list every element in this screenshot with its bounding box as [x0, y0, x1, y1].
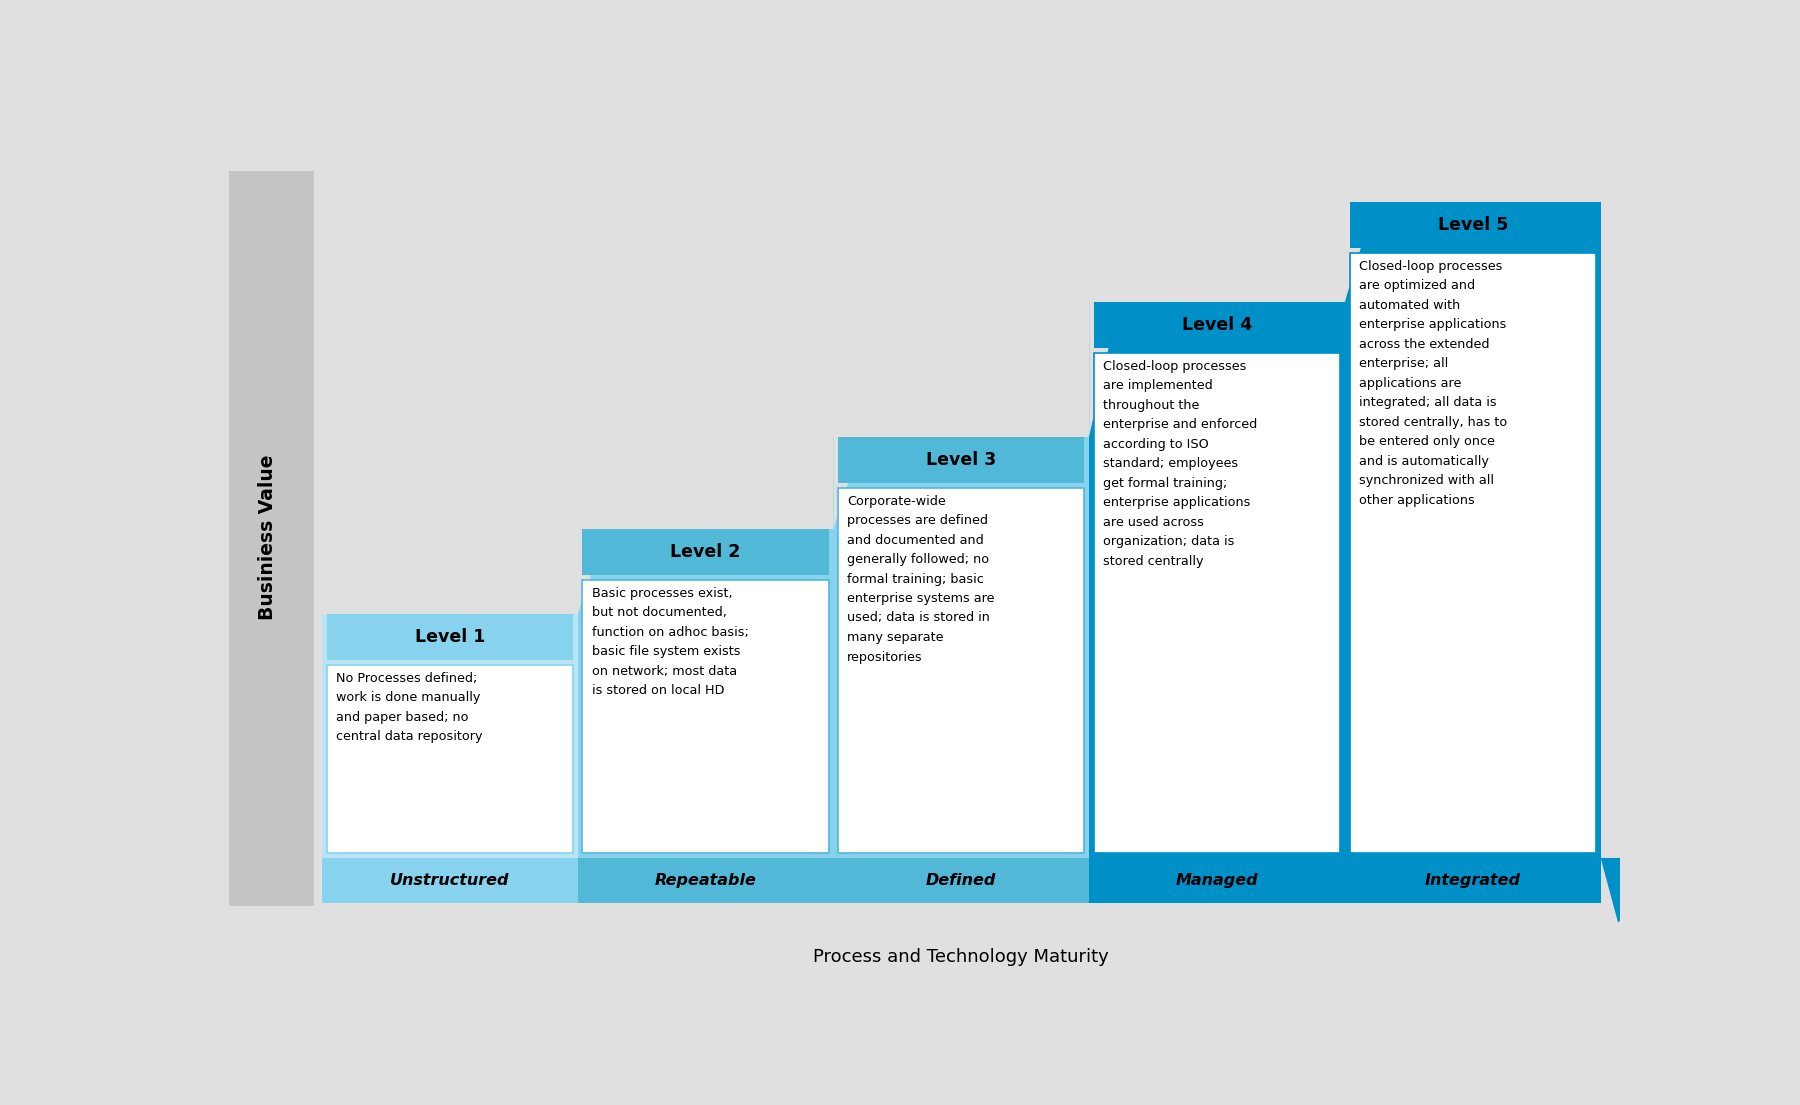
FancyBboxPatch shape: [1089, 857, 1345, 903]
Polygon shape: [833, 436, 1089, 857]
Text: Unstructured: Unstructured: [391, 873, 509, 887]
Text: Level 3: Level 3: [927, 451, 997, 469]
FancyBboxPatch shape: [1350, 253, 1597, 853]
Polygon shape: [833, 436, 862, 529]
FancyBboxPatch shape: [1089, 302, 1345, 857]
Polygon shape: [322, 614, 578, 857]
FancyBboxPatch shape: [1350, 202, 1597, 249]
FancyBboxPatch shape: [229, 171, 315, 906]
Polygon shape: [1345, 202, 1375, 302]
Text: Level 5: Level 5: [1438, 215, 1508, 234]
Polygon shape: [1345, 202, 1600, 857]
Polygon shape: [1089, 302, 1345, 857]
Polygon shape: [1600, 857, 1636, 923]
Text: Integrated: Integrated: [1426, 873, 1521, 887]
Polygon shape: [833, 436, 1089, 857]
Text: Corporate-wide
processes are defined
and documented and
generally followed; no
f: Corporate-wide processes are defined and…: [848, 495, 995, 663]
Text: Closed-loop processes
are optimized and
automated with
enterprise applications
a: Closed-loop processes are optimized and …: [1359, 260, 1507, 507]
FancyBboxPatch shape: [839, 436, 1084, 483]
Text: Level 4: Level 4: [1183, 316, 1253, 334]
FancyBboxPatch shape: [839, 487, 1084, 853]
Text: Repeatable: Repeatable: [655, 873, 756, 887]
Polygon shape: [1089, 302, 1118, 436]
Polygon shape: [578, 529, 607, 614]
FancyBboxPatch shape: [581, 529, 828, 576]
FancyBboxPatch shape: [833, 436, 1089, 857]
Text: Closed-loop processes
are implemented
throughout the
enterprise and enforced
acc: Closed-loop processes are implemented th…: [1103, 360, 1258, 568]
Text: Businiess Value: Businiess Value: [257, 454, 277, 620]
FancyBboxPatch shape: [326, 614, 572, 660]
FancyBboxPatch shape: [1094, 302, 1341, 348]
FancyBboxPatch shape: [326, 665, 572, 853]
Text: Level 1: Level 1: [414, 628, 484, 646]
Text: Level 2: Level 2: [670, 544, 740, 561]
Polygon shape: [578, 529, 833, 857]
FancyBboxPatch shape: [578, 529, 833, 857]
FancyBboxPatch shape: [1094, 352, 1341, 853]
Polygon shape: [1089, 302, 1345, 857]
Text: Basic processes exist,
but not documented,
function on adhoc basis;
basic file s: Basic processes exist, but not documente…: [592, 587, 749, 697]
Text: Process and Technology Maturity: Process and Technology Maturity: [814, 947, 1109, 966]
FancyBboxPatch shape: [322, 857, 578, 903]
FancyBboxPatch shape: [1345, 857, 1600, 903]
FancyBboxPatch shape: [1345, 202, 1600, 857]
FancyBboxPatch shape: [833, 857, 1089, 903]
Polygon shape: [1345, 202, 1600, 857]
Text: No Processes defined;
work is done manually
and paper based; no
central data rep: No Processes defined; work is done manua…: [337, 672, 482, 743]
Polygon shape: [578, 529, 833, 857]
Text: Defined: Defined: [925, 873, 997, 887]
FancyBboxPatch shape: [581, 580, 828, 853]
Text: Managed: Managed: [1175, 873, 1258, 887]
FancyBboxPatch shape: [578, 857, 833, 903]
